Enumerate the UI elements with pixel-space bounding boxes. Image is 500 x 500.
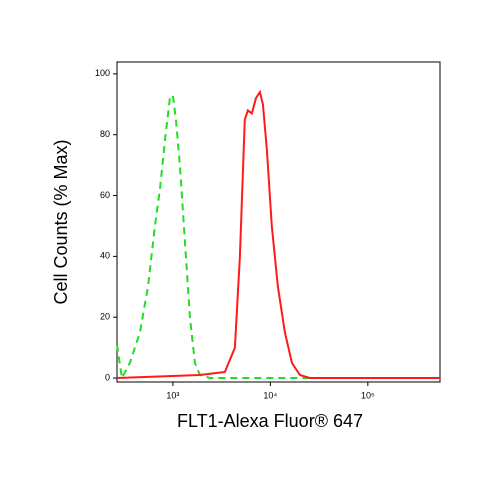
x-tick-label: 10⁵	[361, 390, 375, 400]
y-axis-label: Cell Counts (% Max)	[51, 139, 71, 304]
y-tick-label: 20	[100, 312, 110, 322]
y-tick-label: 0	[105, 372, 110, 382]
plot-frame	[116, 61, 441, 383]
x-tick-label: 10⁴	[263, 390, 277, 400]
y-tick-label: 80	[100, 129, 110, 139]
y-tick-label: 100	[95, 68, 110, 78]
series-line	[116, 93, 440, 382]
series-line	[116, 89, 440, 379]
x-tick-label: 10³	[166, 390, 179, 400]
x-axis-label: FLT1-Alexa Fluor® 647	[177, 411, 363, 431]
y-tick-label: 40	[100, 251, 110, 261]
y-tick-label: 60	[100, 190, 110, 200]
